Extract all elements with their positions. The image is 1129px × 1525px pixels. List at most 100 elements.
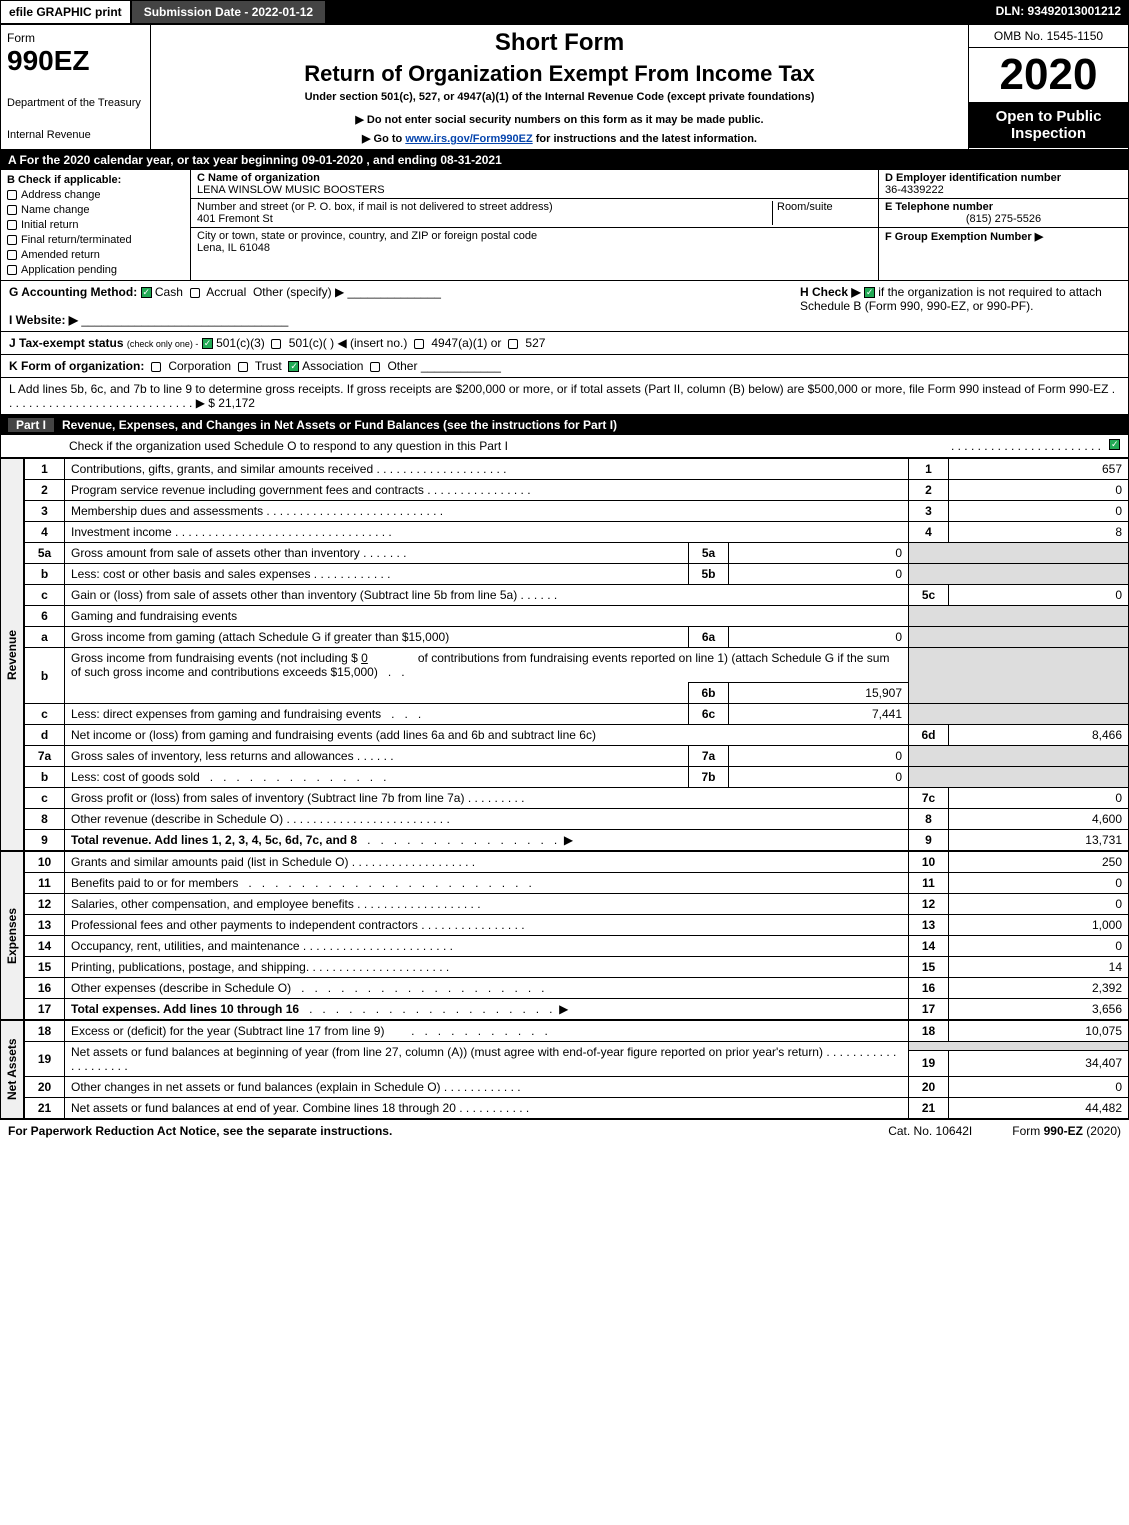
org-name: LENA WINSLOW MUSIC BOOSTERS — [197, 184, 385, 196]
table-row: 16Other expenses (describe in Schedule O… — [25, 978, 1129, 999]
e-label: E Telephone number — [885, 201, 993, 213]
table-row: 17Total expenses. Add lines 10 through 1… — [25, 999, 1129, 1020]
cb-final-return[interactable]: Final return/terminated — [7, 234, 184, 246]
table-row: 3Membership dues and assessments . . . .… — [25, 501, 1129, 522]
line-l: L Add lines 5b, 6c, and 7b to line 9 to … — [0, 378, 1129, 415]
table-row: 7aGross sales of inventory, less returns… — [25, 746, 1129, 767]
table-row: 19Net assets or fund balances at beginni… — [25, 1042, 1129, 1051]
table-row: 5aGross amount from sale of assets other… — [25, 543, 1129, 564]
table-row: 21Net assets or fund balances at end of … — [25, 1098, 1129, 1119]
table-row: aGross income from gaming (attach Schedu… — [25, 627, 1129, 648]
table-row: 14Occupancy, rent, utilities, and mainte… — [25, 936, 1129, 957]
part-1-check: Check if the organization used Schedule … — [0, 435, 1129, 458]
checkbox-icon — [7, 235, 17, 245]
short-form-title: Short Form — [161, 29, 958, 57]
cb-initial-return[interactable]: Initial return — [7, 219, 184, 231]
table-row: 1Contributions, gifts, grants, and simil… — [25, 459, 1129, 480]
under-section: Under section 501(c), 527, or 4947(a)(1)… — [161, 91, 958, 103]
open-to-public: Open to Public Inspection — [969, 102, 1128, 148]
form-id-block: Form 990EZ Department of the Treasury In… — [1, 25, 151, 149]
goto-pre: ▶ Go to — [362, 133, 405, 145]
ein: 36-4339222 — [885, 184, 944, 196]
form-number: 990EZ — [7, 45, 144, 77]
return-title: Return of Organization Exempt From Incom… — [161, 61, 958, 87]
checkbox-icon — [7, 220, 17, 230]
checkbox-icon[interactable] — [370, 362, 380, 372]
cb-application-pending[interactable]: Application pending — [7, 264, 184, 276]
cat-no: Cat. No. 10642I — [888, 1124, 972, 1138]
cb-amended-return[interactable]: Amended return — [7, 249, 184, 261]
goto-post: for instructions and the latest informat… — [533, 133, 757, 145]
table-row: bLess: cost of goods sold . . . . . . . … — [25, 767, 1129, 788]
net-assets-side-label: Net Assets — [0, 1020, 24, 1119]
city-label: City or town, state or province, country… — [197, 230, 537, 242]
line-j: J Tax-exempt status (check only one) - 5… — [0, 332, 1129, 355]
checkbox-icon[interactable] — [190, 288, 200, 298]
f-label: F Group Exemption Number ▶ — [885, 231, 1043, 243]
table-row: 6b15,907 — [25, 683, 1129, 704]
checkbox-icon[interactable] — [238, 362, 248, 372]
h-label: H Check ▶ — [800, 285, 864, 299]
paperwork-notice: For Paperwork Reduction Act Notice, see … — [8, 1124, 392, 1138]
dln: DLN: 93492013001212 — [988, 0, 1129, 24]
table-row: cGross profit or (loss) from sales of in… — [25, 788, 1129, 809]
header-right-block: OMB No. 1545-1150 2020 Open to Public In… — [968, 25, 1128, 149]
checkbox-checked-icon[interactable] — [141, 287, 152, 298]
revenue-side-label: Revenue — [0, 458, 24, 851]
table-row: dNet income or (loss) from gaming and fu… — [25, 725, 1129, 746]
table-row: 12Salaries, other compensation, and empl… — [25, 894, 1129, 915]
revenue-section: Revenue 1Contributions, gifts, grants, a… — [0, 458, 1129, 851]
checkbox-checked-icon[interactable] — [864, 287, 875, 298]
part-1-label: Part I — [8, 418, 54, 432]
org-info-block: B Check if applicable: Address change Na… — [0, 170, 1129, 281]
form-header: Form 990EZ Department of the Treasury In… — [0, 24, 1129, 150]
checkbox-checked-icon[interactable] — [202, 338, 213, 349]
irs-label: Internal Revenue — [7, 129, 144, 141]
table-row: 18Excess or (deficit) for the year (Subt… — [25, 1021, 1129, 1042]
table-row: 15Printing, publications, postage, and s… — [25, 957, 1129, 978]
top-bar: efile GRAPHIC print Submission Date - 20… — [0, 0, 1129, 24]
irs-link[interactable]: www.irs.gov/Form990EZ — [405, 133, 532, 145]
i-label: I Website: ▶ — [9, 313, 78, 327]
b-label: B Check if applicable: — [7, 174, 184, 186]
org-city: Lena, IL 61048 — [197, 242, 270, 254]
tax-year: 2020 — [969, 48, 1128, 102]
table-row: 10Grants and similar amounts paid (list … — [25, 852, 1129, 873]
omb-number: OMB No. 1545-1150 — [969, 25, 1128, 48]
table-row: bLess: cost or other basis and sales exp… — [25, 564, 1129, 585]
org-details: C Name of organization LENA WINSLOW MUSI… — [191, 170, 878, 280]
checkbox-icon[interactable] — [271, 339, 281, 349]
table-row: 2Program service revenue including gover… — [25, 480, 1129, 501]
checkbox-icon[interactable] — [414, 339, 424, 349]
goto-instructions: ▶ Go to www.irs.gov/Form990EZ for instru… — [161, 132, 958, 145]
expenses-section: Expenses 10Grants and similar amounts pa… — [0, 851, 1129, 1020]
net-assets-section: Net Assets 18Excess or (deficit) for the… — [0, 1020, 1129, 1119]
form-title-block: Short Form Return of Organization Exempt… — [151, 25, 968, 149]
g-label: G Accounting Method: — [9, 285, 137, 299]
dept-treasury: Department of the Treasury — [7, 97, 144, 109]
efile-print-button[interactable]: efile GRAPHIC print — [0, 0, 131, 24]
table-row: 6Gaming and fundraising events — [25, 606, 1129, 627]
table-row: cGain or (loss) from sale of assets othe… — [25, 585, 1129, 606]
checkbox-icon — [7, 265, 17, 275]
part-1-header: Part I Revenue, Expenses, and Changes in… — [0, 415, 1129, 435]
expenses-side-label: Expenses — [0, 851, 24, 1020]
phone: (815) 275-5526 — [885, 213, 1122, 225]
d-label: D Employer identification number — [885, 172, 1061, 184]
form-word: Form — [7, 31, 144, 45]
line-g-h: G Accounting Method: Cash Accrual Other … — [0, 281, 1129, 332]
cb-address-change[interactable]: Address change — [7, 189, 184, 201]
table-row: 11Benefits paid to or for members . . . … — [25, 873, 1129, 894]
table-row: 13Professional fees and other payments t… — [25, 915, 1129, 936]
table-row: bGross income from fundraising events (n… — [25, 648, 1129, 683]
part-1-title: Revenue, Expenses, and Changes in Net As… — [62, 418, 617, 432]
checkbox-icon[interactable] — [151, 362, 161, 372]
checkbox-checked-icon[interactable] — [1109, 439, 1120, 450]
checkbox-checked-icon[interactable] — [288, 361, 299, 372]
revenue-table: 1Contributions, gifts, grants, and simil… — [24, 458, 1129, 851]
checkbox-icon — [7, 190, 17, 200]
net-assets-table: 18Excess or (deficit) for the year (Subt… — [24, 1020, 1129, 1119]
table-row: 20Other changes in net assets or fund ba… — [25, 1077, 1129, 1098]
checkbox-icon[interactable] — [508, 339, 518, 349]
cb-name-change[interactable]: Name change — [7, 204, 184, 216]
